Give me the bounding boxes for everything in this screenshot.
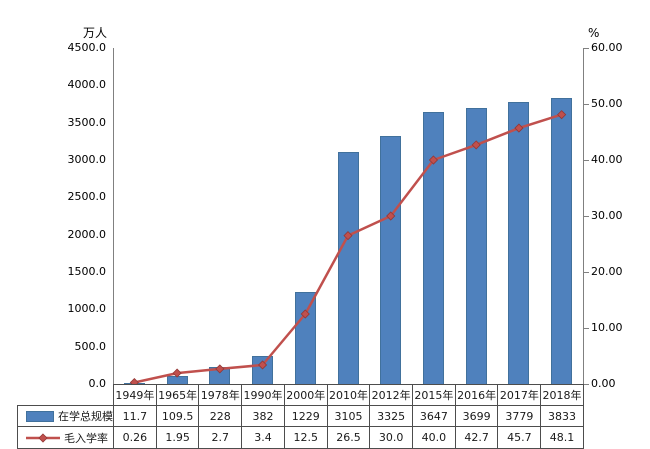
table-year-header-cell: 2000年 [283,384,328,406]
table-value-cell: 3105 [326,405,371,427]
table-year-header-cell: 1965年 [155,384,200,406]
right-axis-tick-mark [583,384,589,385]
table-value-cell: 42.7 [454,426,499,449]
table-value-cell: 45.7 [497,426,542,449]
left-axis-unit-label: 万人 [82,26,107,40]
table-value-cell: 2.7 [198,426,243,449]
rate-line-marker [428,155,439,165]
rate-line-marker [172,368,182,378]
rate-line-marker [257,360,268,370]
rate-line-marker [343,231,353,241]
right-axis-tick-mark [583,328,589,329]
table-value-cell: 26.5 [326,426,371,449]
right-axis-unit-label: % [588,26,600,40]
right-axis-tick-mark [583,272,589,273]
right-axis-tick-label: 10.00 [591,321,623,334]
table-value-cell: 3779 [497,405,542,427]
left-axis-tick-label: 1500.0 [67,265,107,278]
table-year-header-cell: 2017年 [497,384,542,406]
right-axis-tick-mark [583,216,589,217]
table-year-header-cell: 2015年 [412,384,456,406]
table-row-enrollment-scale: 在学总规模 11.7 109.5 228 382 1229 3105 3325 3647 3699… [17,405,584,427]
data-table: 1949年 1965年 1978年 1990年 2000年 2010年 2012年 2015年… [17,384,584,449]
table-value-cell: 3.4 [241,426,285,449]
right-axis-line [583,48,584,384]
table-year-header-cell: 2010年 [326,384,371,406]
left-axis-tick-label: 4000.0 [67,78,107,92]
table-value-cell: 228 [198,405,243,427]
table-corner-cell [18,385,114,406]
table-year-header-cell: 1978年 [198,384,243,406]
left-axis-tick-label: 2000.0 [67,227,107,241]
rate-line-marker [300,309,310,319]
table-value-cell: 30.0 [369,426,414,449]
legend-cell-gross-enrollment-rate: 毛入学率 [17,426,114,449]
rate-line-marker [557,110,567,120]
rate-line-marker [471,140,481,150]
table-value-cell: 109.5 [155,405,200,427]
right-axis-tick-label: 40.00 [591,153,623,166]
right-axis-tick-mark [583,48,589,49]
bar [380,135,402,384]
table-value-cell: 3325 [369,405,414,427]
table-year-header-cell: 1949年 [113,384,157,406]
rate-line-marker [215,364,225,374]
legend-bar-swatch [26,410,54,422]
table-year-header-cell: 2018年 [540,384,584,406]
left-axis-tick-label: 500.0 [74,339,107,353]
table-value-cell: 48.1 [540,426,584,449]
line-series-gross-enrollment-rate [129,110,567,388]
bar [252,355,273,384]
right-axis-tick-label: 0.00 [591,377,616,390]
bar [465,107,487,384]
right-axis-tick-label: 30.00 [591,209,623,222]
rate-line-marker [514,123,524,133]
left-axis-tick-label: 0.0 [88,377,107,390]
left-axis-tick-label: 4500.0 [67,41,107,54]
bar [551,97,573,384]
table-value-cell: 11.7 [113,405,157,427]
table-value-cell: 0.26 [113,426,157,449]
rate-line-marker [386,211,396,221]
right-axis-tick-mark [583,160,589,161]
rate-line [134,113,562,384]
table-value-cell: 1.95 [155,426,200,449]
table-year-header-cell: 2016年 [454,384,499,406]
left-axis-tick-label: 1000.0 [67,302,107,316]
table-value-cell: 12.5 [283,426,328,449]
table-value-cell: 3699 [454,405,499,427]
right-axis-tick-label: 50.00 [591,97,623,110]
table-value-cell: 382 [241,405,285,427]
table-value-cell: 1229 [283,405,328,427]
legend-line-swatch [26,431,60,444]
bar [508,101,530,384]
left-axis-tick-label: 3000.0 [67,153,107,166]
table-year-header-cell: 2012年 [369,384,414,406]
left-axis-tick-label: 3500.0 [67,115,107,129]
bar [423,111,444,384]
table-row-gross-enrollment-rate: 毛入学率 0.26 1.95 2.7 3.4 12.5 26.5 30.0 40.0 42.7 45… [17,426,584,449]
legend-cell-enrollment-scale: 在学总规模 [17,405,114,427]
table-value-cell: 3833 [540,405,584,427]
table-year-header-row: 1949年 1965年 1978年 1990年 2000年 2010年 2012年 2015年… [18,384,584,406]
table-value-cell: 40.0 [412,426,456,449]
right-axis-tick-label: 60.00 [591,41,623,54]
legend-label-gross-enrollment-rate: 毛入学率 [64,431,108,445]
right-axis-tick-label: 20.00 [591,265,623,278]
table-year-header-cell: 1990年 [241,384,285,406]
left-axis-line [113,48,114,384]
right-axis-tick-mark [583,104,589,105]
bar [337,152,359,384]
table-value-cell: 3647 [412,405,456,427]
bar [294,292,316,384]
left-axis-tick-label: 2500.0 [67,190,107,204]
legend-label-enrollment-scale: 在学总规模 [58,410,113,423]
